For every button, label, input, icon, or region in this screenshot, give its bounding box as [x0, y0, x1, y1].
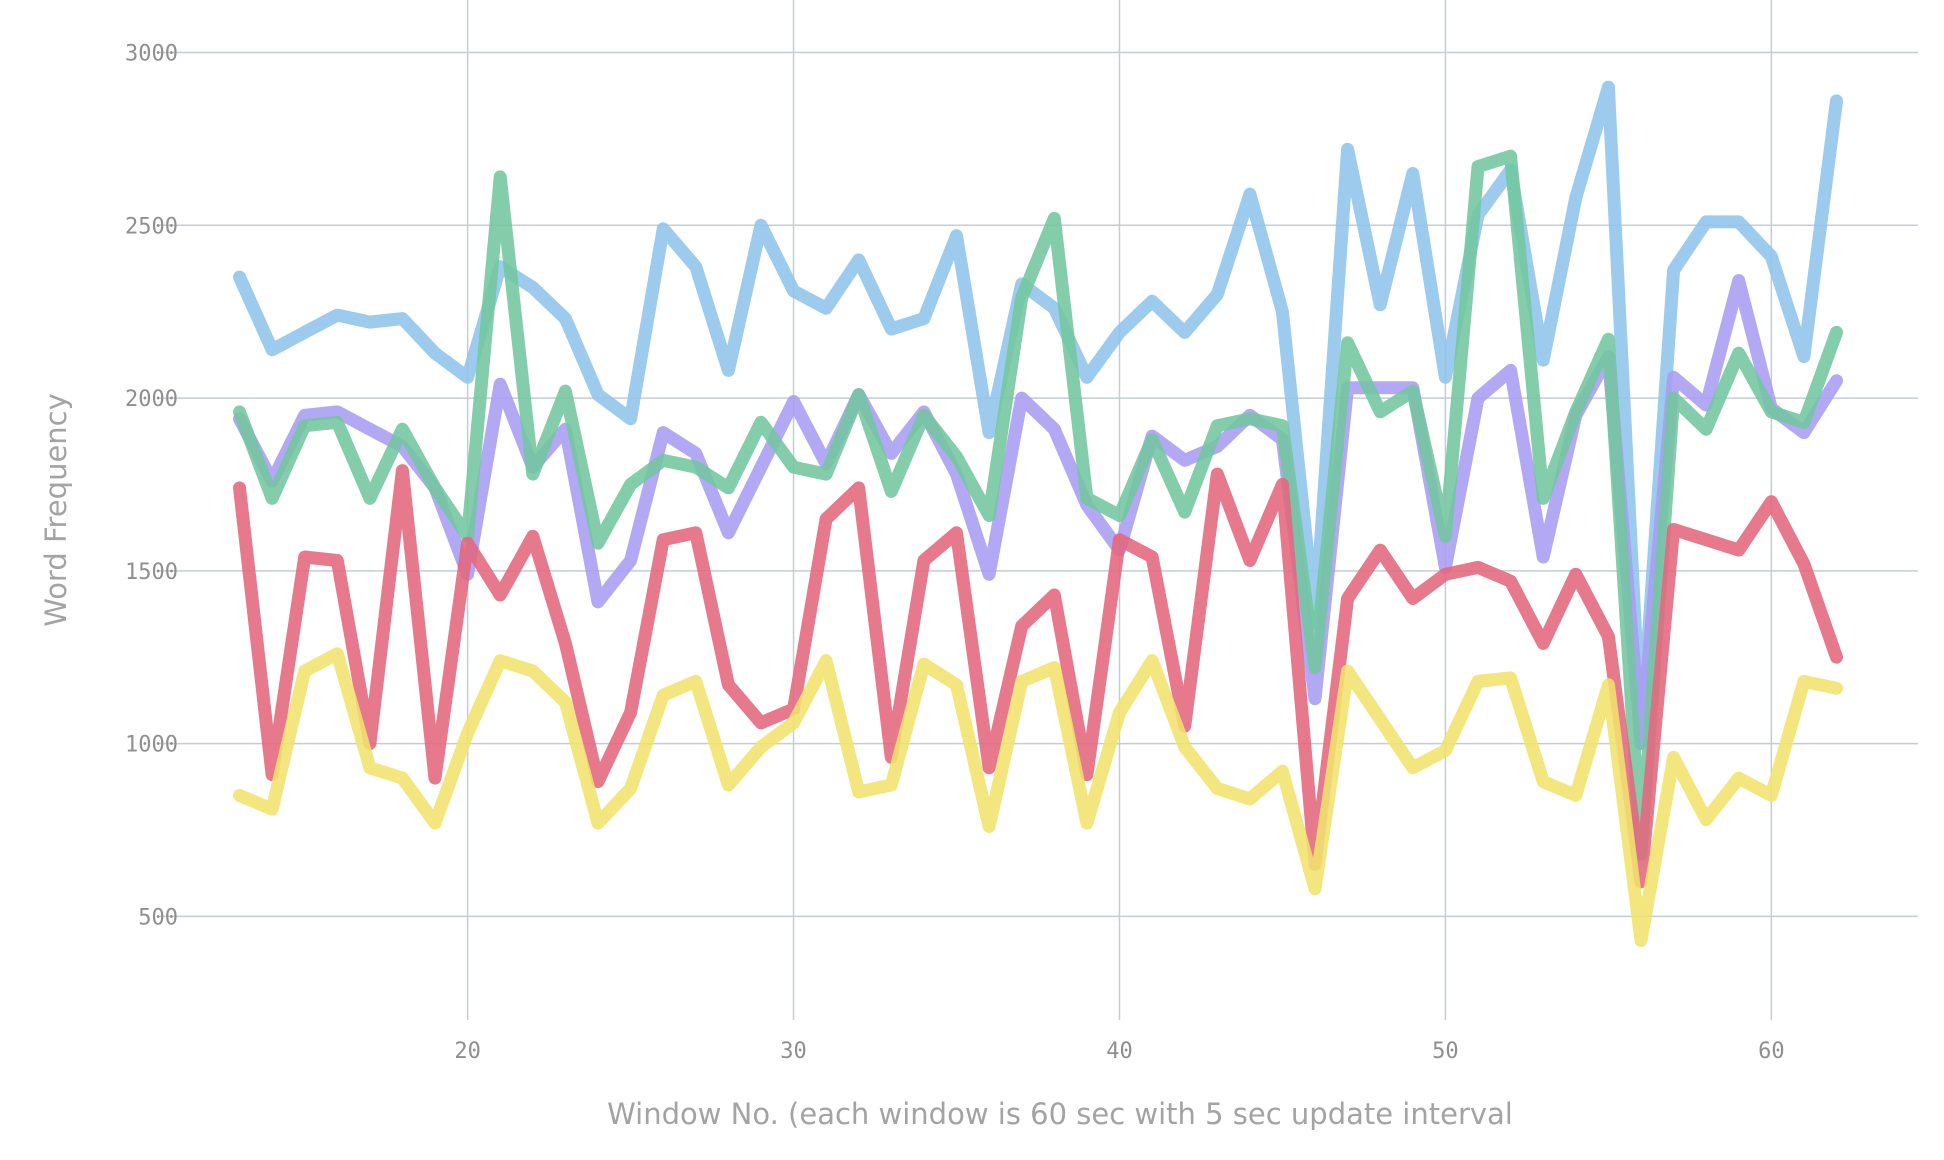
tick-labels: 500 1000 1500 2000 2500 3000 20 30 40 50 60 [125, 42, 1785, 1064]
series-lines [233, 80, 1843, 947]
series-line-3 [233, 149, 1843, 861]
y-axis-title: Word Frequency [39, 393, 73, 627]
y-tick-label: 2000 [125, 387, 178, 412]
y-tick-label: 3000 [125, 42, 178, 67]
y-tick-label: 1000 [125, 733, 178, 758]
x-tick-label: 30 [780, 1039, 807, 1064]
y-tick-label: 1500 [125, 560, 178, 585]
x-tick-label: 40 [1106, 1039, 1133, 1064]
x-tick-label: 60 [1758, 1039, 1785, 1064]
y-tick-label: 2500 [125, 214, 178, 239]
y-tick-label: 500 [138, 905, 178, 930]
series-line-4 [233, 464, 1843, 889]
x-tick-label: 20 [454, 1039, 481, 1064]
x-axis-title: Window No. (each window is 60 sec with 5… [607, 1097, 1513, 1131]
grid [158, 0, 1918, 1020]
series-line-5 [233, 647, 1843, 947]
x-tick-label: 50 [1432, 1039, 1459, 1064]
